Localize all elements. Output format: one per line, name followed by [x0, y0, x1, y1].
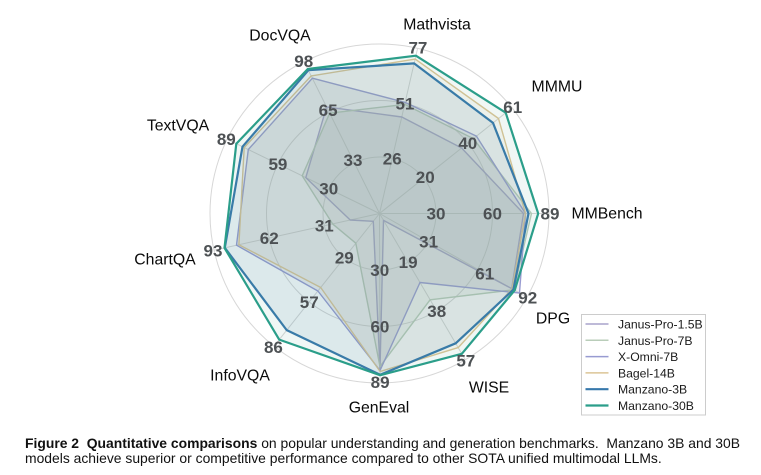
svg-text:60: 60 [483, 205, 502, 224]
svg-text:Manzano-3B: Manzano-3B [618, 383, 687, 397]
svg-text:93: 93 [204, 241, 223, 260]
svg-text:89: 89 [371, 373, 390, 392]
svg-text:TextVQA: TextVQA [147, 118, 210, 135]
svg-text:57: 57 [456, 352, 475, 371]
svg-text:38: 38 [427, 302, 446, 321]
svg-text:GenEval: GenEval [349, 400, 410, 417]
svg-text:19: 19 [399, 253, 418, 272]
svg-text:X-Omni-7B: X-Omni-7B [618, 350, 678, 364]
svg-text:51: 51 [395, 94, 414, 113]
svg-text:Janus-Pro-1.5B: Janus-Pro-1.5B [618, 318, 703, 332]
svg-text:Mathvista: Mathvista [403, 17, 471, 34]
svg-text:40: 40 [458, 134, 477, 153]
svg-text:ChartQA: ChartQA [134, 252, 196, 269]
svg-text:InfoVQA: InfoVQA [210, 368, 270, 385]
svg-text:Janus-Pro-7B: Janus-Pro-7B [618, 334, 693, 348]
svg-text:57: 57 [300, 293, 319, 312]
svg-text:59: 59 [268, 155, 287, 174]
svg-text:89: 89 [541, 205, 560, 224]
svg-text:30: 30 [427, 205, 446, 224]
svg-text:DocVQA: DocVQA [249, 28, 311, 45]
svg-text:77: 77 [408, 38, 427, 57]
svg-text:89: 89 [217, 130, 236, 149]
svg-text:61: 61 [475, 264, 494, 283]
svg-text:62: 62 [260, 229, 279, 248]
svg-text:DPG: DPG [536, 311, 570, 328]
svg-text:92: 92 [518, 289, 537, 308]
svg-text:26: 26 [383, 149, 402, 168]
svg-text:MMMU: MMMU [532, 79, 583, 96]
svg-text:98: 98 [294, 52, 313, 71]
svg-text:Bagel-14B: Bagel-14B [618, 366, 675, 380]
svg-text:60: 60 [370, 318, 389, 337]
svg-text:WISE: WISE [469, 380, 509, 397]
svg-text:86: 86 [264, 338, 283, 357]
svg-text:Manzano-30B: Manzano-30B [618, 399, 694, 413]
svg-text:31: 31 [419, 232, 438, 251]
svg-text:61: 61 [503, 98, 522, 117]
svg-text:30: 30 [370, 261, 389, 280]
svg-text:20: 20 [416, 168, 435, 187]
svg-text:33: 33 [344, 151, 363, 170]
svg-text:65: 65 [319, 101, 338, 120]
svg-text:MMBench: MMBench [571, 206, 642, 223]
svg-text:31: 31 [315, 217, 334, 236]
svg-text:30: 30 [319, 180, 338, 199]
svg-text:29: 29 [335, 249, 354, 268]
